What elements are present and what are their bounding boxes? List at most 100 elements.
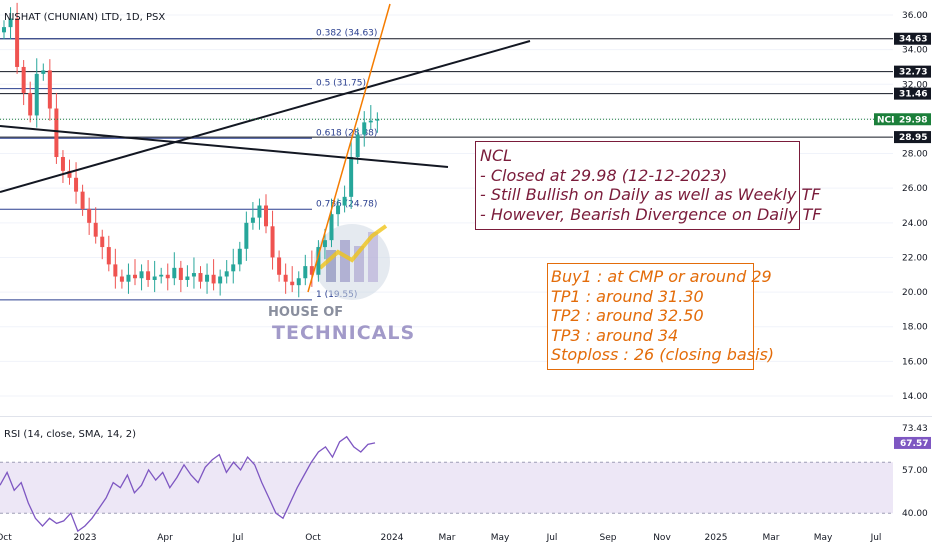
price-tick-2: 32.00 xyxy=(902,80,928,90)
fib-label-2: 0.618 (28.88) xyxy=(316,128,377,138)
candle-body-52 xyxy=(342,196,347,206)
price-tick-5: 26.00 xyxy=(902,184,928,194)
trade-plan-box: Buy1 : at CMP or around 29 TP1 : around … xyxy=(547,263,775,370)
candle-body-47 xyxy=(309,266,314,275)
time-tick-10: Nov xyxy=(653,533,671,543)
candle-body-51 xyxy=(336,205,341,215)
time-axis: Oct 2023 Apr Jul Oct 2024 Mar May Jul Sep Nov 2025 M… xyxy=(0,533,881,543)
time-tick-7: May xyxy=(491,533,510,543)
candle-body-4 xyxy=(28,92,33,116)
candle-body-13 xyxy=(87,208,92,223)
candle-body-48 xyxy=(316,247,321,275)
candle-body-31 xyxy=(205,274,210,282)
ncl-line-1: NCL xyxy=(480,146,513,165)
candle-body-14 xyxy=(93,222,98,237)
rsi-line xyxy=(0,435,376,533)
rsi-last-bg xyxy=(894,436,931,449)
candle-body-12 xyxy=(80,191,85,209)
candle-body-35 xyxy=(231,264,236,272)
trade-line-buy1: Buy1 : at CMP or around 29 xyxy=(551,267,772,286)
candle-body-54 xyxy=(355,134,360,158)
price-tag-bg-0 xyxy=(894,32,931,45)
candle-body-29 xyxy=(191,273,196,277)
time-tick-2: Apr xyxy=(157,533,173,543)
last-price-bg xyxy=(894,113,931,126)
trend-line-descending xyxy=(0,125,449,168)
candle-body-7 xyxy=(47,70,52,109)
candle-body-8 xyxy=(54,108,59,158)
time-tick-4: Oct xyxy=(305,533,321,543)
price-tick-0: 36.00 xyxy=(902,11,928,21)
trend-line-steep xyxy=(307,3,391,293)
time-tick-3: Jul xyxy=(232,533,244,543)
rsi-tick-1: 57.00 xyxy=(902,466,928,476)
candle-body-44 xyxy=(290,281,295,286)
candle-body-32 xyxy=(211,274,216,284)
candle-body-57 xyxy=(375,119,380,121)
trade-line-tp3: TP3 : around 34 xyxy=(551,325,679,345)
trade-line-stoploss: Stoploss : 26 (closing basis) xyxy=(551,345,775,365)
trade-line-tp1: TP1 : around 31.30 xyxy=(551,286,704,306)
trend-line-ascending xyxy=(0,40,531,193)
candle-body-2 xyxy=(15,18,20,67)
rsi-last-tag: 67.57 xyxy=(900,439,928,449)
rsi-title: RSI (14, close, SMA, 14, 2) xyxy=(4,429,136,440)
rsi-tick-2: 40.00 xyxy=(902,509,928,519)
price-tick-7: 22.00 xyxy=(902,253,928,263)
time-tick-9: Sep xyxy=(600,533,617,543)
candle-body-16 xyxy=(106,247,111,265)
candle-body-33 xyxy=(218,276,223,284)
candle-body-22 xyxy=(146,271,151,280)
time-tick-5: 2024 xyxy=(381,533,404,543)
candle-body-49 xyxy=(322,240,327,248)
candle-body-36 xyxy=(237,248,242,265)
price-tag-2: 31.46 xyxy=(899,90,927,100)
price-tick-8: 20.00 xyxy=(902,288,928,298)
trade-line-tp2: TP2 : around 32.50 xyxy=(551,306,704,326)
rsi-pane: 73.43 57.00 40.00 67.57 xyxy=(0,424,931,533)
ncl-line-4: - However, Bearish Divergence on Daily T… xyxy=(480,204,822,224)
candle-body-43 xyxy=(283,274,288,282)
candles xyxy=(2,2,380,298)
candle-body-37 xyxy=(244,222,249,249)
candle-body-24 xyxy=(159,274,164,277)
candle-body-27 xyxy=(178,267,183,280)
time-tick-12: Mar xyxy=(763,533,780,543)
candle-body-25 xyxy=(165,274,170,279)
candle-body-0 xyxy=(2,27,6,33)
price-tag-bg-2 xyxy=(894,87,931,100)
price-tag-3: 28.95 xyxy=(899,133,927,143)
candle-body-34 xyxy=(224,271,229,277)
ncl-annotation-box: NCL - Closed at 29.98 (12-12-2023) - Sti… xyxy=(475,141,822,231)
last-symbol: NCL xyxy=(877,115,897,125)
chart-title: NISHAT (CHUNIAN) LTD, 1D, PSX xyxy=(4,12,165,23)
price-axis: 36.0034.0032.0030.0028.0026.0024.0022.00… xyxy=(893,0,932,416)
fib-levels: 0.382 (34.63) 0.5 (31.75) 0.618 (28.88) 0.7… xyxy=(0,29,377,301)
candle-body-38 xyxy=(250,217,255,223)
candle-body-42 xyxy=(277,257,282,275)
candle-body-6 xyxy=(41,70,46,74)
candle-body-40 xyxy=(264,205,268,227)
candle-body-19 xyxy=(126,274,131,282)
watermark-line-1: HOUSE OF xyxy=(268,305,343,320)
price-tick-9: 18.00 xyxy=(902,323,928,333)
candle-body-56 xyxy=(368,120,373,123)
candle-body-20 xyxy=(133,274,137,279)
ncl-line-3: - Still Bullish on Daily as well as Week… xyxy=(480,185,821,205)
candle-body-45 xyxy=(296,278,301,286)
rsi-band xyxy=(0,462,893,514)
price-tag-bg-3 xyxy=(894,131,931,144)
candle-body-1 xyxy=(8,18,13,28)
trend-lines xyxy=(0,3,531,293)
candle-body-46 xyxy=(303,266,308,279)
candle-body-18 xyxy=(119,276,124,282)
candle-body-11 xyxy=(74,177,79,192)
candle-body-23 xyxy=(152,276,157,280)
candle-body-26 xyxy=(172,267,177,279)
time-tick-13: May xyxy=(814,533,833,543)
candle-body-21 xyxy=(139,271,144,279)
candle-body-39 xyxy=(257,205,262,218)
time-tick-1: 2023 xyxy=(74,533,97,543)
